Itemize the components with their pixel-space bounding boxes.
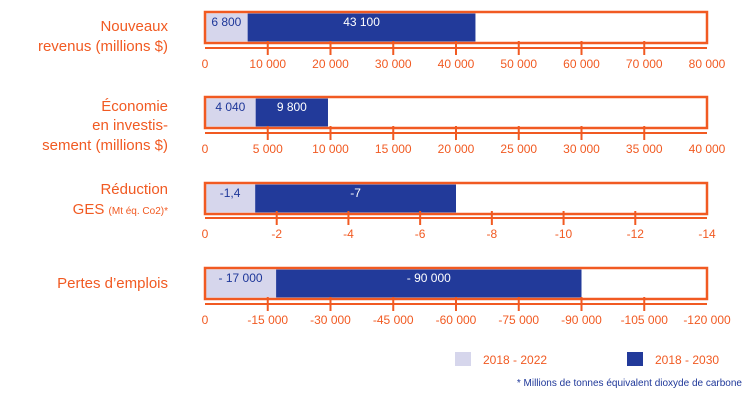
tick-label: 70 000	[626, 57, 663, 71]
panel-label-line: Réduction	[100, 181, 168, 198]
tick-label: -4	[343, 227, 354, 241]
bar-2018-2022	[206, 269, 277, 298]
tick-label: -90 000	[561, 313, 602, 327]
chart-panel: Nouveaux revenus (millions $) 6 800 43 100 0…	[38, 10, 726, 71]
tick-label: -10	[555, 227, 573, 241]
tick-label: 0	[202, 57, 209, 71]
panel-label-line: Économie	[101, 98, 168, 115]
tick-label: 0	[202, 142, 209, 156]
tick-label: -45 000	[373, 313, 414, 327]
bar-value-label: -1,4	[220, 186, 241, 200]
bar-2018-2022	[206, 13, 248, 42]
chart-panel: Économie en investis-sement (millions $) 4…	[42, 95, 726, 156]
panel-label-line: revenus (millions $)	[38, 38, 168, 55]
legend: 2018 - 2022 2018 - 2030 * Millions de tonn…	[455, 352, 742, 389]
tick-label: 10 000	[249, 57, 286, 71]
legend-swatch-2018-2030	[627, 352, 643, 366]
tick-label: 10 000	[312, 142, 349, 156]
bar-value-label: - 17 000	[219, 271, 263, 285]
tick-label: 20 000	[312, 57, 349, 71]
tick-label: -75 000	[498, 313, 539, 327]
tick-label: 35 000	[626, 142, 663, 156]
tick-label: -6	[415, 227, 426, 241]
bar-value-label: 6 800	[211, 15, 241, 29]
tick-label: -105 000	[621, 313, 669, 327]
bar-value-label: 9 800	[277, 100, 307, 114]
tick-label: 20 000	[438, 142, 475, 156]
tick-label: 0	[202, 227, 209, 241]
tick-label: -8	[487, 227, 498, 241]
legend-swatch-2018-2022	[455, 352, 471, 366]
panel-label-line: GES (Mt éq. Co2)*	[73, 201, 168, 218]
tick-label: 30 000	[563, 142, 600, 156]
tick-label: -14	[698, 227, 716, 241]
tick-label: 50 000	[500, 57, 537, 71]
footnote: * Millions de tonnes équivalent dioxyde …	[517, 378, 743, 389]
panel-label-line: sement (millions $)	[42, 137, 168, 154]
bar-value-label: 43 100	[343, 15, 380, 29]
tick-label: -30 000	[310, 313, 351, 327]
panel-label-unit: (Mt éq. Co2)*	[109, 206, 169, 217]
tick-label: -120 000	[683, 313, 731, 327]
legend-label: 2018 - 2022	[483, 353, 547, 367]
chart-panel: Réduction GES (Mt éq. Co2)* -1,4 -7 0 -2 -4 -6 -…	[73, 181, 716, 241]
tick-label: 40 000	[689, 142, 726, 156]
panel-label-line: en investis-	[92, 117, 168, 134]
tick-label: 15 000	[375, 142, 412, 156]
tick-label: -60 000	[436, 313, 477, 327]
tick-label: 5 000	[253, 142, 283, 156]
tick-label: -12	[627, 227, 645, 241]
tick-label: 40 000	[438, 57, 475, 71]
bar-value-label: -7	[350, 186, 361, 200]
tick-label: -15 000	[247, 313, 288, 327]
bar-2018-2022	[206, 98, 256, 127]
tick-label: -2	[271, 227, 282, 241]
bar-frame	[203, 181, 709, 216]
legend-label: 2018 - 2030	[655, 353, 719, 367]
tick-label: 30 000	[375, 57, 412, 71]
tick-label: 0	[202, 313, 209, 327]
tick-label: 60 000	[563, 57, 600, 71]
chart-panel: Pertes d’emplois - 17 000 - 90 000 0 -15 000…	[57, 266, 731, 327]
bar-value-label: 4 040	[215, 100, 245, 114]
tick-label: 25 000	[500, 142, 537, 156]
panel-label-line: Pertes d’emplois	[57, 275, 168, 292]
tick-label: 80 000	[689, 57, 726, 71]
panel-label-line: Nouveaux	[100, 18, 168, 35]
bar-value-label: - 90 000	[407, 271, 451, 285]
bar-2018-2022	[206, 184, 256, 213]
bar-2018-2030	[206, 13, 476, 42]
